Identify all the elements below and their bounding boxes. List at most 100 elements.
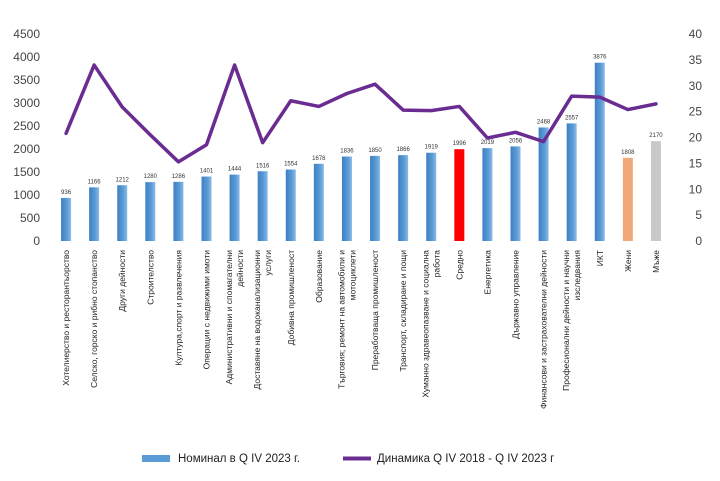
category-label: Хотелиерство и ресторантьорство [61, 250, 71, 386]
legend-line-label: Динамика Q IV 2018 - Q IV 2023 г [377, 453, 554, 465]
bar-data-label: 2468 [537, 119, 551, 125]
bar-data-label: 2557 [565, 115, 579, 121]
legend: Номинал в Q IV 2023 г. Динамика Q IV 201… [142, 453, 554, 465]
right-axis-tick: 25 [689, 105, 703, 119]
bar [89, 187, 100, 241]
category-label: Образование [314, 250, 324, 303]
bar-data-label: 1212 [116, 177, 130, 183]
bar-data-label: 1850 [368, 148, 382, 154]
bar [341, 156, 352, 241]
left-axis-tick: 1500 [13, 165, 40, 179]
bar-data-label: 1444 [228, 167, 242, 173]
bar [201, 176, 212, 241]
category-label: Култура,спорт и развлечения [173, 250, 183, 366]
category-label-line: Добивна промишленост [286, 250, 296, 345]
category-label-line: Търговия; ремонт на автомобили и [336, 250, 346, 389]
bar [622, 157, 633, 241]
bar-data-label: 1516 [256, 163, 270, 169]
category-label-line: Професионални дейности и научни [561, 250, 571, 391]
left-axis-tick: 3500 [13, 73, 40, 87]
bar-data-label: 2170 [649, 133, 663, 139]
category-label: Жени [623, 250, 633, 272]
line-layer [64, 63, 658, 164]
category-label-line: Финансови и застрахователни дейности [539, 250, 549, 409]
bar-data-label: 1554 [284, 162, 298, 168]
category-label: Търговия; ремонт на автомобили и мотоцикл… [336, 250, 357, 389]
left-axis-tick: 2000 [13, 142, 40, 156]
bar-data-label: 3876 [593, 55, 607, 61]
category-label-line: дейности [235, 250, 245, 287]
left-axis-tick: 4000 [13, 50, 40, 64]
bars-layer [61, 62, 661, 242]
category-label: Селско, горско и рибно стопанство [89, 250, 99, 388]
bar-data-label: 1919 [425, 145, 439, 151]
bar [173, 181, 184, 241]
left-axis-ticks: 0 500 1000 1500 2000 2500 3000 3500 4000 4500 [13, 27, 40, 248]
category-label-line: Средно [454, 250, 464, 280]
category-label: Административни и спомагателни дейности [224, 250, 245, 385]
bar [370, 155, 381, 241]
bar-data-label: 1401 [200, 169, 214, 175]
right-axis-tick: 15 [689, 156, 703, 170]
category-label: Доставяне на водоканализационни услуги [252, 250, 273, 390]
category-label-line: Преработваща промишленост [370, 250, 380, 370]
bar-data-label: 1836 [340, 149, 354, 155]
right-axis-tick: 5 [695, 208, 702, 222]
category-label: Операции с недвижими имоти [202, 250, 212, 370]
bar [229, 174, 240, 241]
left-axis-tick: 4500 [13, 27, 40, 41]
right-axis-tick: 30 [689, 79, 703, 93]
category-label-line: Строителство [145, 250, 155, 305]
category-label-line: Транспорт, складиране и пощи [398, 250, 408, 372]
category-label: Финансови и застрахователни дейности [539, 250, 549, 409]
category-label: Хуманно здравеопазване и социална работа [421, 250, 442, 398]
bar [650, 141, 661, 241]
bar-data-label: 1286 [172, 174, 186, 180]
category-labels: Хотелиерство и ресторантьорство Селско, г… [61, 250, 661, 409]
bar-data-label: 1996 [453, 141, 467, 147]
left-axis-tick: 500 [20, 211, 40, 225]
category-label: Добивна промишленост [286, 250, 296, 345]
bar [61, 197, 72, 241]
category-label: Държавно управление [511, 250, 521, 339]
left-axis-tick: 1000 [13, 188, 40, 202]
bar-data-label: 1166 [88, 179, 102, 185]
bar [454, 149, 465, 241]
bar-data-label: 1678 [312, 156, 326, 162]
bar [257, 171, 268, 241]
category-label-line: Доставяне на водоканализационни [252, 250, 262, 390]
bar [482, 148, 493, 241]
category-label-line: Други дейности [117, 250, 127, 312]
category-label: ИКТ [595, 250, 605, 266]
category-label-line: работа [432, 250, 442, 278]
category-label-line: услуги [263, 250, 273, 276]
right-axis-tick: 0 [695, 234, 702, 248]
left-axis-tick: 2500 [13, 119, 40, 133]
category-label: Професионални дейности и научни изследван… [561, 250, 582, 391]
bar-labels-layer: 936 1166 1212 1280 1286 1401 1444 1516 1554 1678 1… [61, 55, 663, 196]
category-label-line: Държавно управление [511, 250, 521, 339]
dynamics-line [64, 63, 658, 164]
bar [398, 155, 409, 241]
bar-data-label: 936 [61, 190, 72, 196]
category-label-line: Селско, горско и рибно стопанство [89, 250, 99, 388]
category-label-line: изследвания [572, 250, 582, 301]
category-label-line: Жени [623, 250, 633, 272]
category-label-line: Хотелиерство и ресторантьорство [61, 250, 71, 386]
bar [285, 169, 296, 241]
right-axis-tick: 10 [689, 182, 703, 196]
category-label-line: Образование [314, 250, 324, 303]
bar [594, 62, 605, 242]
bar-data-label: 1808 [621, 150, 635, 156]
category-label: Преработваща промишленост [370, 250, 380, 370]
category-label-line: мотоциклети [347, 250, 357, 301]
left-axis-tick: 3000 [13, 96, 40, 110]
bar-data-label: 1280 [144, 174, 158, 180]
right-axis-tick: 20 [689, 131, 703, 145]
category-label: Строителство [145, 250, 155, 305]
category-label-line: Енергетика [482, 250, 492, 295]
bar-data-label: 2056 [509, 138, 523, 144]
bar [145, 182, 156, 241]
category-label: Транспорт, складиране и пощи [398, 250, 408, 372]
